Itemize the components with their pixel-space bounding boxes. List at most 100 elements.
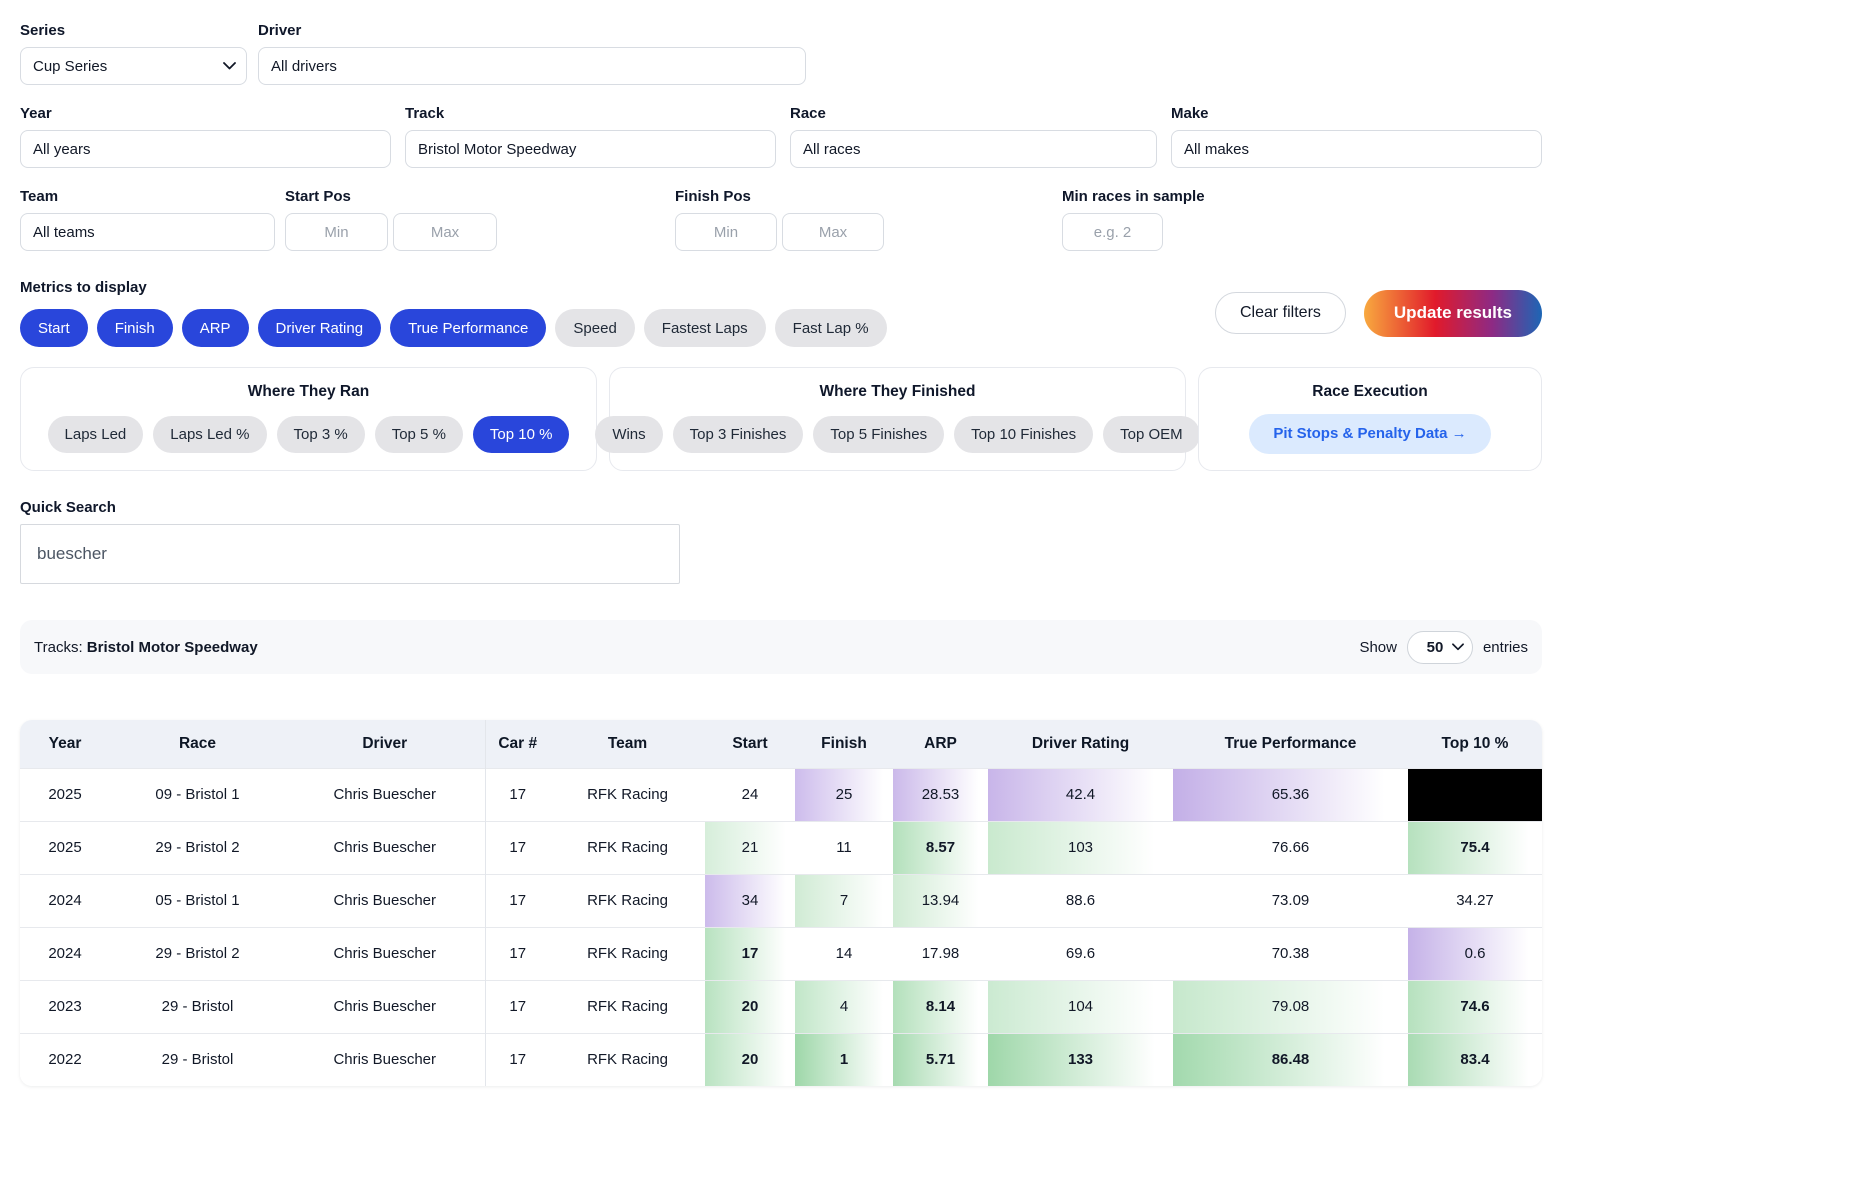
table-cell: 11: [795, 821, 893, 874]
driver-input[interactable]: [258, 47, 806, 85]
track-input[interactable]: [405, 130, 776, 168]
table-cell: 2024: [20, 874, 110, 927]
pill-top-3[interactable]: Top 3 %: [276, 416, 365, 453]
pill-laps-led[interactable]: Laps Led %: [153, 416, 267, 453]
table-cell: 104: [988, 980, 1173, 1033]
table-cell: 8.14: [893, 980, 988, 1033]
table-cell: 17: [484, 980, 550, 1033]
table-cell: 14: [795, 927, 893, 980]
table-row: 2025 29 - Bristol 2 Chris Buescher 17 RFK Ra…: [20, 821, 1542, 874]
table-cell: 75.4: [1408, 821, 1542, 874]
table-cell: 5.71: [893, 1033, 988, 1086]
finish-pos-label: Finish Pos: [675, 188, 751, 205]
table-cell: 74.6: [1408, 980, 1542, 1033]
finish-pos-max-input[interactable]: [782, 213, 884, 251]
quick-search-input[interactable]: [20, 524, 680, 584]
make-label: Make: [1171, 105, 1209, 122]
table-cell: 29 - Bristol 2: [110, 821, 285, 874]
year-input[interactable]: [20, 130, 391, 168]
table-cell: Chris Buescher: [285, 768, 485, 821]
tracks-label: Tracks:: [34, 638, 83, 656]
table-cell: 83.4: [1408, 1033, 1542, 1086]
table-cell: 7: [795, 874, 893, 927]
show-entries-select[interactable]: 50: [1406, 630, 1473, 664]
table-header-row: Year Race Driver Car # Team Start Finish ARP Dri…: [20, 720, 1542, 768]
page-content: Series Cup Series Driver Year Track: [20, 22, 1542, 1086]
track-label: Track: [405, 105, 445, 122]
table-cell: 17: [484, 927, 550, 980]
table-cell: 76.66: [1173, 821, 1408, 874]
pill-top-10-finishes[interactable]: Top 10 Finishes: [954, 416, 1094, 453]
update-results-button[interactable]: Update results: [1363, 289, 1542, 337]
pill-fast-lap[interactable]: Fast Lap %: [774, 309, 887, 347]
table-cell: 34: [705, 874, 795, 927]
filter-row-3: Team Start Pos Finish Pos Min races in s…: [20, 188, 1542, 251]
table-cell: 73.09: [1173, 874, 1408, 927]
filter-row-1: Series Cup Series Driver: [20, 22, 1542, 85]
quick-search-section: Quick Search: [20, 499, 1542, 584]
pill-arp[interactable]: ARP: [181, 309, 249, 347]
show-label: Show: [1359, 638, 1397, 656]
make-input[interactable]: [1171, 130, 1542, 168]
quick-search-label: Quick Search: [20, 499, 116, 516]
clear-filters-button[interactable]: Clear filters: [1215, 292, 1346, 334]
table-cell: Chris Buescher: [285, 1033, 485, 1086]
pill-top-5-finishes[interactable]: Top 5 Finishes: [813, 416, 945, 453]
pill-driver-rating[interactable]: Driver Rating: [257, 309, 382, 347]
table-cell: [1408, 768, 1542, 821]
table-cell: 79.08: [1173, 980, 1408, 1033]
start-pos-max-input[interactable]: [393, 213, 497, 251]
panel-race-execution: Race Execution Pit Stops & Penalty Data …: [1198, 367, 1542, 471]
table-cell: 25: [795, 768, 893, 821]
year-label: Year: [20, 105, 52, 122]
pill-top-10[interactable]: Top 10 %: [472, 416, 570, 453]
column-header-arp: ARP: [893, 720, 988, 768]
race-input[interactable]: [790, 130, 1157, 168]
pill-top-3-finishes[interactable]: Top 3 Finishes: [672, 416, 804, 453]
race-label: Race: [790, 105, 826, 122]
pill-finish[interactable]: Finish: [96, 309, 173, 347]
pill-top-oem[interactable]: Top OEM: [1103, 416, 1200, 453]
pill-fastest-laps[interactable]: Fastest Laps: [643, 309, 766, 347]
results-table: Year Race Driver Car # Team Start Finish ARP Dri…: [20, 720, 1542, 1086]
table-cell: 2025: [20, 821, 110, 874]
pill-start[interactable]: Start: [20, 309, 88, 347]
table-cell: 17: [484, 821, 550, 874]
team-input[interactable]: [20, 213, 275, 251]
table-cell: 29 - Bristol: [110, 980, 285, 1033]
table-cell: 24: [705, 768, 795, 821]
table-cell: 28.53: [893, 768, 988, 821]
pill-wins[interactable]: Wins: [595, 416, 663, 453]
column-header-team: Team: [550, 720, 705, 768]
table-cell: 1: [795, 1033, 893, 1086]
pill-speed[interactable]: Speed: [555, 309, 635, 347]
column-header-driver: Driver: [285, 720, 485, 768]
panel-title: Race Execution: [1312, 383, 1428, 400]
table-cell: 133: [988, 1033, 1173, 1086]
table-cell: Chris Buescher: [285, 927, 485, 980]
table-cell: 65.36: [1173, 768, 1408, 821]
start-pos-min-input[interactable]: [285, 213, 388, 251]
table-cell: 20: [705, 980, 795, 1033]
results-table-wrap: Year Race Driver Car # Team Start Finish ARP Dri…: [20, 720, 1542, 1086]
table-cell: 17: [484, 874, 550, 927]
min-races-input[interactable]: [1062, 213, 1163, 251]
pill-true-performance[interactable]: True Performance: [390, 309, 547, 347]
series-label: Series: [20, 22, 66, 39]
table-row: 2025 09 - Bristol 1 Chris Buescher 17 RFK Ra…: [20, 768, 1542, 821]
table-cell: 2024: [20, 927, 110, 980]
tracks-summary: Tracks: Bristol Motor Speedway: [34, 639, 258, 656]
table-cell: 09 - Bristol 1: [110, 768, 285, 821]
table-cell: RFK Racing: [550, 1033, 705, 1086]
series-select[interactable]: Cup Series: [20, 47, 247, 85]
table-cell: RFK Racing: [550, 768, 705, 821]
table-cell: Chris Buescher: [285, 874, 485, 927]
pill-top-5[interactable]: Top 5 %: [374, 416, 463, 453]
table-cell: 13.94: [893, 874, 988, 927]
pit-stops-penalty-link[interactable]: Pit Stops & Penalty Data →: [1249, 414, 1491, 454]
min-races-label: Min races in sample: [1062, 188, 1205, 205]
pill-laps-led[interactable]: Laps Led: [47, 416, 144, 453]
table-cell: 17: [484, 768, 550, 821]
table-cell: 70.38: [1173, 927, 1408, 980]
finish-pos-min-input[interactable]: [675, 213, 777, 251]
